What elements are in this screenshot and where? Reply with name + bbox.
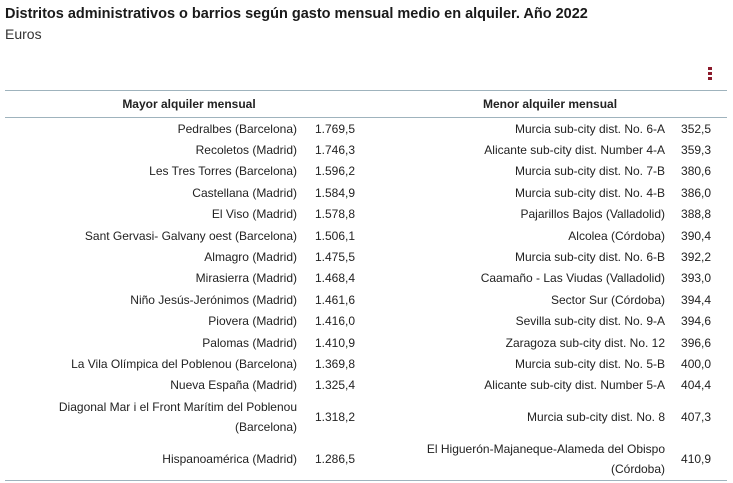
table-row: Castellana (Madrid) 1.584,9 Murcia sub-cit…: [5, 182, 727, 203]
high-district-name: Niño Jesús-Jerónimos (Madrid): [130, 292, 297, 307]
high-district-name: Castellana (Madrid): [192, 185, 297, 200]
high-rent-value: 1.769,5: [315, 121, 356, 136]
low-district-name: Murcia sub-city dist. No. 4-B: [514, 185, 666, 200]
low-rent-value: 394,6: [681, 314, 712, 329]
low-rent-value: 394,4: [681, 292, 712, 307]
high-district-name: Diagonal Mar i el Front Marítim del Pobl…: [58, 400, 297, 435]
table-row: Mirasierra (Madrid) 1.468,4 Caamaño - Las …: [5, 268, 727, 289]
low-rent-value: 388,8: [681, 207, 712, 222]
high-district-name: Palomas (Madrid): [202, 335, 297, 350]
page-title: Distritos administrativos o barrios segú…: [5, 6, 588, 22]
low-district-name: Murcia sub-city dist. No. 5-B: [514, 356, 666, 371]
table-row: Pedralbes (Barcelona) 1.769,5 Murcia sub-c…: [5, 118, 727, 140]
rent-table: Mayor alquiler mensual Menor alquiler me…: [5, 90, 728, 482]
high-rent-value: 1.468,4: [315, 271, 356, 286]
high-rent-value: 1.410,9: [315, 335, 356, 350]
low-rent-value: 396,6: [681, 335, 712, 350]
low-district-name: Alcolea (Córdoba): [568, 228, 666, 243]
low-rent-value: 359,3: [681, 143, 712, 158]
table-row: Diagonal Mar i el Front Marítim del Pobl…: [5, 396, 727, 438]
low-district-name: Murcia sub-city dist. No. 6-B: [514, 250, 666, 265]
low-district-name: El Higuerón-Majaneque-Alameda del Obispo…: [373, 438, 680, 482]
low-district-name: Zaragoza sub-city dist. No. 12: [505, 335, 666, 350]
table-row: Recoletos (Madrid) 1.746,3 Alicante sub-ci…: [5, 139, 727, 160]
high-district-name: Hispanoamérica (Madrid): [5, 438, 311, 482]
high-rent-value: 1.584,9: [315, 185, 356, 200]
low-rent-value: 386,0: [681, 185, 712, 200]
table-row: Les Tres Torres (Barcelona) 1.596,2 Murcia…: [5, 161, 727, 182]
low-rent-value: 392,2: [681, 250, 712, 265]
low-district-name: Sector Sur (Córdoba): [550, 292, 666, 307]
low-rent-value: 390,4: [681, 228, 712, 243]
low-rent-value: 400,0: [681, 356, 712, 371]
low-district-name: Murcia sub-city dist. No. 8: [526, 410, 666, 425]
high-rent-value: 1.746,3: [315, 143, 356, 158]
header-lowest-rent: Menor alquiler mensual: [373, 90, 728, 118]
high-district-name: La Vila Olímpica del Poblenou (Barcelona…: [71, 356, 297, 371]
high-rent-value: 1.461,6: [315, 292, 356, 307]
low-district-name: Sevilla sub-city dist. No. 9-A: [515, 314, 666, 329]
low-district-name: Pajarillos Bajos (Valladolid): [520, 207, 666, 222]
high-district-name: El Viso (Madrid): [211, 207, 297, 222]
low-rent-value: 393,0: [681, 271, 712, 286]
high-rent-value: 1.506,1: [315, 228, 356, 243]
header-highest-rent: Mayor alquiler mensual: [5, 90, 374, 118]
high-rent-value: 1.416,0: [315, 314, 356, 329]
low-rent-value: 407,3: [681, 410, 712, 425]
high-rent-value: 1.286,5: [311, 438, 374, 482]
vertical-dots-icon[interactable]: [706, 66, 714, 82]
high-district-name: Piovera (Madrid): [208, 314, 297, 329]
high-rent-value: 1.325,4: [315, 378, 356, 393]
low-district-name: Caamaño - Las Viudas (Valladolid): [480, 271, 666, 286]
high-rent-value: 1.369,8: [315, 356, 356, 371]
table-row: Sant Gervasi- Galvany oest (Barcelona) 1.…: [5, 225, 727, 246]
high-rent-value: 1.475,5: [315, 250, 356, 265]
table-row: Palomas (Madrid) 1.410,9 Zaragoza sub-city…: [5, 332, 727, 353]
high-district-name: Nueva España (Madrid): [170, 378, 297, 393]
high-district-name: Almagro (Madrid): [204, 250, 297, 265]
table-row: Piovera (Madrid) 1.416,0 Sevilla sub-city …: [5, 311, 727, 332]
low-district-name: Murcia sub-city dist. No. 6-A: [514, 121, 666, 136]
table-row: Niño Jesús-Jerónimos (Madrid) 1.461,6 Sect…: [5, 289, 727, 310]
high-district-name: Recoletos (Madrid): [195, 143, 297, 158]
low-district-name: Alicante sub-city dist. Number 5-A: [484, 378, 666, 393]
table-row: Hispanoamérica (Madrid) 1.286,5 El Higueró…: [5, 438, 728, 482]
high-rent-value: 1.318,2: [315, 410, 356, 425]
high-district-name: Sant Gervasi- Galvany oest (Barcelona): [84, 228, 297, 243]
table-row: Almagro (Madrid) 1.475,5 Murcia sub-city d…: [5, 246, 727, 267]
table-row: La Vila Olímpica del Poblenou (Barcelona…: [5, 353, 727, 374]
high-district-name: Les Tres Torres (Barcelona): [149, 164, 297, 179]
table-header-row: Mayor alquiler mensual Menor alquiler me…: [5, 90, 728, 118]
table-body: Pedralbes (Barcelona) 1.769,5 Murcia sub-c…: [5, 118, 728, 482]
page-subtitle: Euros: [5, 26, 42, 42]
high-district-name: Pedralbes (Barcelona): [177, 121, 297, 136]
low-rent-value: 410,9: [679, 438, 728, 482]
high-district-name: Mirasierra (Madrid): [195, 271, 297, 286]
high-rent-value: 1.578,8: [315, 207, 356, 222]
low-rent-value: 380,6: [681, 164, 712, 179]
low-rent-value: 352,5: [681, 121, 712, 136]
table-row: Nueva España (Madrid) 1.325,4 Alicante sub…: [5, 375, 727, 396]
table-row: El Viso (Madrid) 1.578,8 Pajarillos Bajos …: [5, 204, 727, 225]
low-district-name: Murcia sub-city dist. No. 7-B: [514, 164, 666, 179]
low-rent-value: 404,4: [681, 378, 712, 393]
high-rent-value: 1.596,2: [315, 164, 356, 179]
low-district-name: Alicante sub-city dist. Number 4-A: [484, 143, 666, 158]
